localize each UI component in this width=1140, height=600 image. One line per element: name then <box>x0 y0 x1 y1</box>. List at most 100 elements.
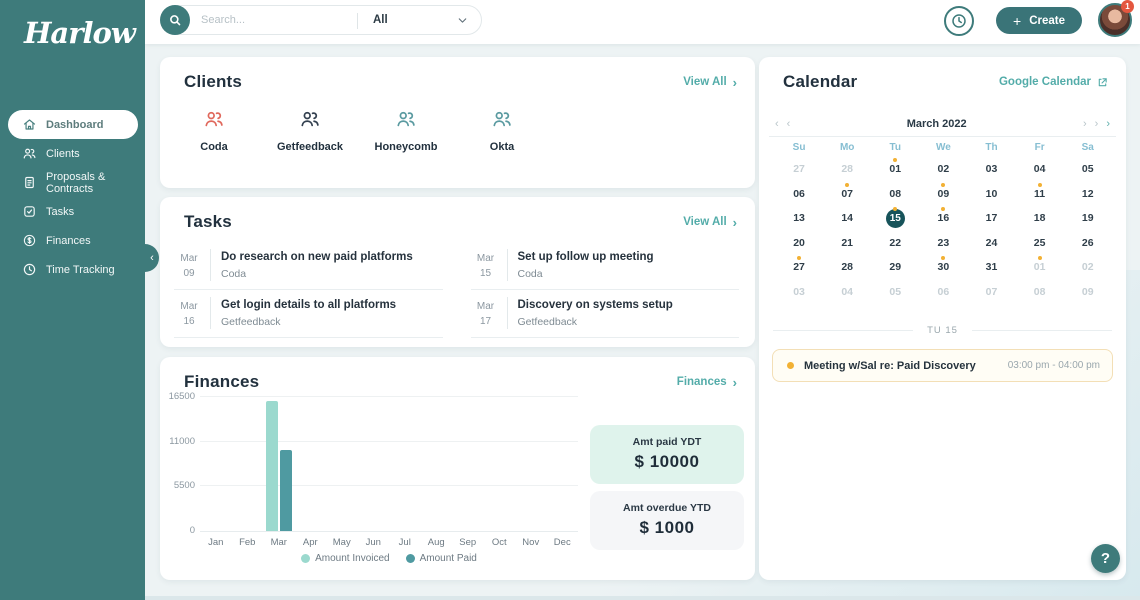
calendar-day-16[interactable]: 16 <box>919 206 967 231</box>
search-icon[interactable] <box>160 5 190 35</box>
calendar-day-05[interactable]: 05 <box>1064 157 1112 182</box>
sidebar-item-dashboard[interactable]: Dashboard <box>8 110 138 139</box>
calendar-day-15[interactable]: 15 <box>871 206 919 231</box>
clients-view-all-link[interactable]: View All › <box>683 74 737 90</box>
chevron-down-icon <box>458 17 467 23</box>
calendar-day-20[interactable]: 20 <box>775 231 823 256</box>
client-honeycomb[interactable]: Honeycomb <box>358 108 454 153</box>
client-getfeedback[interactable]: Getfeedback <box>262 108 358 153</box>
google-calendar-link[interactable]: Google Calendar <box>999 76 1108 88</box>
bar-amount-invoiced-mar[interactable] <box>265 401 278 531</box>
calendar-day-01[interactable]: 01 <box>1016 255 1064 280</box>
sidebar-item-time-tracking[interactable]: Time Tracking <box>8 255 138 284</box>
event-dot-icon <box>1037 182 1042 187</box>
calendar-day-24[interactable]: 24 <box>967 231 1015 256</box>
calendar-next-icon[interactable]: › <box>1082 118 1087 130</box>
calendar-day-28[interactable]: 28 <box>823 255 871 280</box>
calendar-day-07[interactable]: 07 <box>967 280 1015 305</box>
calendar-day-03[interactable]: 03 <box>967 157 1015 182</box>
calendar-day-14[interactable]: 14 <box>823 206 871 231</box>
client-coda[interactable]: Coda <box>166 108 262 153</box>
user-menu[interactable]: 1 <box>1098 0 1134 37</box>
day-number: 03 <box>985 163 998 176</box>
event-dot-icon <box>893 207 898 211</box>
sidebar-item-clients[interactable]: Clients <box>8 139 138 168</box>
calendar-day-30[interactable]: 30 <box>919 255 967 280</box>
calendar-event[interactable]: Meeting w/Sal re: Paid Discovery 03:00 p… <box>772 349 1113 382</box>
tasks-view-all-link[interactable]: View All › <box>683 214 737 230</box>
help-button[interactable]: ? <box>1091 544 1120 573</box>
calendar-day-10[interactable]: 10 <box>967 182 1015 207</box>
client-okta[interactable]: Okta <box>454 108 550 153</box>
calendar-day-31[interactable]: 31 <box>967 255 1015 280</box>
calendar-day-23[interactable]: 23 <box>919 231 967 256</box>
calendar-day-06[interactable]: 06 <box>775 182 823 207</box>
task-row[interactable]: Mar 16 Get login details to all platforms G… <box>174 290 443 338</box>
calendar-day-27[interactable]: 27 <box>775 157 823 182</box>
task-row[interactable]: Mar 15 Set up follow up meeting Coda <box>470 242 739 290</box>
calendar-day-28[interactable]: 28 <box>823 157 871 182</box>
calendar-day-09[interactable]: 09 <box>1064 280 1112 305</box>
calendar-day-05[interactable]: 05 <box>871 280 919 305</box>
sidebar-item-finances[interactable]: Finances <box>8 226 138 255</box>
calendar-day-04[interactable]: 04 <box>823 280 871 305</box>
calendar-prev-icon[interactable]: ‹ <box>786 118 791 130</box>
client-name: Getfeedback <box>276 141 344 153</box>
calendar-day-26[interactable]: 26 <box>1064 231 1112 256</box>
calendar-day-03[interactable]: 03 <box>775 280 823 305</box>
search-scope-dropdown[interactable]: All <box>357 6 481 34</box>
task-client: Getfeedback <box>517 316 578 328</box>
sidebar-item-proposals-contracts[interactable]: Proposals & Contracts <box>8 168 138 197</box>
day-header: We <box>935 142 951 153</box>
task-title: Do research on new paid platforms <box>221 251 413 263</box>
calendar-day-09[interactable]: 09 <box>919 182 967 207</box>
calendar-day-18[interactable]: 18 <box>1016 206 1064 231</box>
calendar-day-21[interactable]: 21 <box>823 231 871 256</box>
calendar-day-08[interactable]: 08 <box>1016 280 1064 305</box>
calendar-next-icon[interactable]: › <box>1106 118 1110 130</box>
calendar-next-icon[interactable]: › <box>1094 118 1099 130</box>
calendar-day-11[interactable]: 11 <box>1016 182 1064 207</box>
task-row[interactable]: Mar 09 Do research on new paid platforms Co… <box>174 242 443 290</box>
task-due-date: Mar 15 <box>476 253 495 279</box>
calendar-day-27[interactable]: 27 <box>775 255 823 280</box>
calendar-card: Calendar Google Calendar ‹ ‹ March 2022 ›… <box>759 57 1126 580</box>
day-number: 23 <box>937 236 950 249</box>
calendar-day-13[interactable]: 13 <box>775 206 823 231</box>
calendar-day-02[interactable]: 02 <box>1064 255 1112 280</box>
calendar-day-06[interactable]: 06 <box>919 280 967 305</box>
time-tracker-button[interactable] <box>944 6 974 36</box>
calendar-day-02[interactable]: 02 <box>919 157 967 182</box>
calendar-day-07[interactable]: 07 <box>823 182 871 207</box>
calendar-day-29[interactable]: 29 <box>871 255 919 280</box>
calendar-day-12[interactable]: 12 <box>1064 182 1112 207</box>
task-title: Get login details to all platforms <box>221 299 397 311</box>
calendar-day-22[interactable]: 22 <box>871 231 919 256</box>
create-button[interactable]: + Create <box>996 7 1082 34</box>
app-logo[interactable]: Harlow <box>24 16 136 50</box>
day-number: 19 <box>1081 212 1094 225</box>
x-tick-label: Feb <box>239 537 256 548</box>
calendar-day-19[interactable]: 19 <box>1064 206 1112 231</box>
calendar-prev-icon[interactable]: ‹ <box>775 118 779 130</box>
calendar-day-04[interactable]: 04 <box>1016 157 1064 182</box>
sidebar-item-tasks[interactable]: Tasks <box>8 197 138 226</box>
calendar-day-17[interactable]: 17 <box>967 206 1015 231</box>
calendar-day-25[interactable]: 25 <box>1016 231 1064 256</box>
chart-legend: Amount Invoiced Amount Paid <box>200 553 578 564</box>
day-number: 06 <box>937 285 950 298</box>
bar-amount-paid-mar[interactable] <box>279 449 292 531</box>
finances-link[interactable]: Finances › <box>676 374 737 390</box>
day-number: 29 <box>889 261 902 274</box>
search-input[interactable] <box>201 14 346 26</box>
task-client: Coda <box>221 268 247 280</box>
calendar-day-08[interactable]: 08 <box>871 182 919 207</box>
task-row[interactable]: Mar 17 Discovery on systems setup Getfeedba… <box>470 290 739 338</box>
day-number: 18 <box>1033 212 1046 225</box>
task-divider <box>210 249 211 281</box>
calendar-day-01[interactable]: 01 <box>871 157 919 182</box>
task-divider <box>506 249 508 281</box>
sidebar-collapse-toggle[interactable]: ‹ <box>145 244 159 272</box>
calendar-week-row: 13 14 15 16 17 18 19 <box>775 206 1112 231</box>
